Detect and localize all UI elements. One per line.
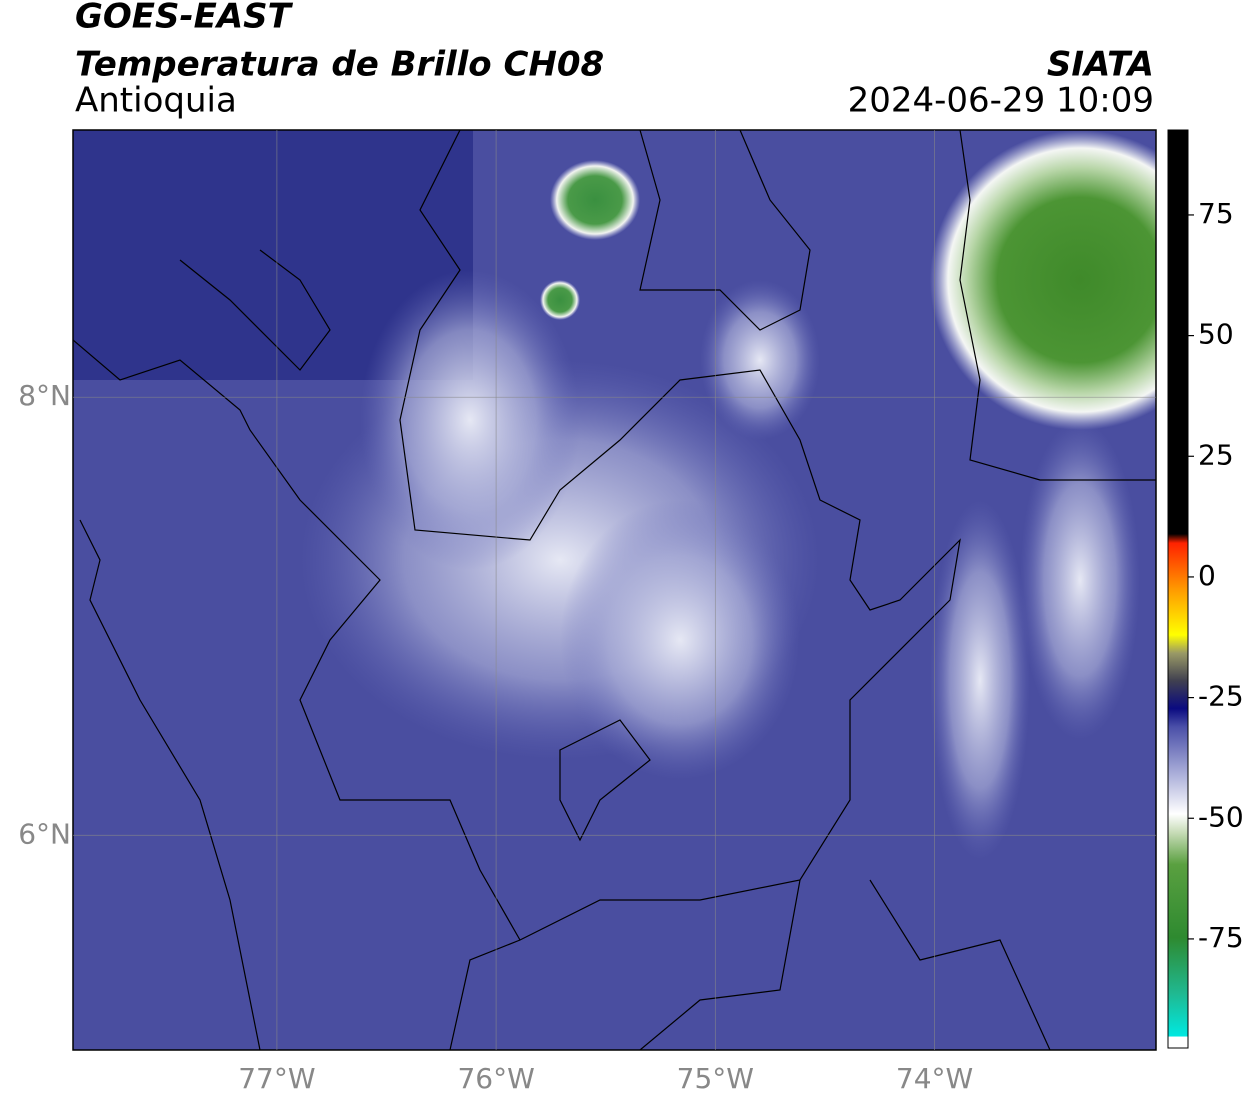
colorbar-tick-label: 75 (1198, 197, 1234, 230)
colorbar (1167, 129, 1189, 1049)
x-tick-label: 74°W (896, 1062, 973, 1095)
y-tick-label: 8°N (18, 379, 71, 412)
x-tick-label: 76°W (457, 1062, 534, 1095)
datetime: 2024-06-29 10:09 (848, 81, 1154, 121)
colorbar-tick-label: 25 (1198, 438, 1234, 471)
source: SIATA (1047, 45, 1154, 85)
colorbar-tick-label: 0 (1198, 559, 1216, 592)
colorbar-tick-label: 50 (1198, 318, 1234, 351)
map-frame (72, 129, 1157, 1051)
colorbar-tick-label: -25 (1198, 680, 1244, 713)
y-tick-label: 6°N (18, 817, 71, 850)
subtitle: Temperatura de Brillo CH08 (75, 45, 604, 85)
region: Antioquia (75, 81, 237, 121)
x-tick-label: 75°W (677, 1062, 754, 1095)
x-tick-label: 77°W (238, 1062, 315, 1095)
satellite-image (73, 130, 1156, 1050)
title: GOES-EAST (75, 0, 294, 37)
colorbar-tick-label: -50 (1198, 800, 1244, 833)
colorbar-tick-label: -75 (1198, 921, 1244, 954)
